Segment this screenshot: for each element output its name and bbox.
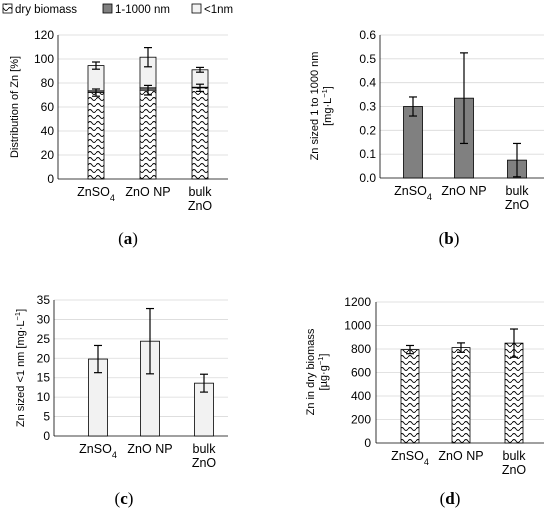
- y-tick-label: 0.2: [359, 123, 376, 137]
- y-tick-label: 0.3: [359, 100, 376, 114]
- bar: [504, 342, 524, 444]
- y-tick-label: 400: [351, 389, 371, 403]
- y-tick-label: 10: [37, 390, 51, 404]
- y-tick-label: 60: [41, 100, 55, 114]
- legend-item-lt1nm: <1nm: [191, 3, 233, 16]
- y-tick-label: 0: [43, 429, 50, 443]
- bar-dry-biomass: [139, 89, 157, 180]
- x-category-label: ZnO NP: [438, 449, 483, 463]
- panel-label: (d): [440, 489, 461, 508]
- y-tick-label: 0: [47, 172, 54, 186]
- x-category-label: ZnSO4: [391, 449, 429, 467]
- legend-label-lt1nm: <1nm: [204, 4, 233, 16]
- y-tick-label: 5: [43, 410, 50, 424]
- y-tick-label: 25: [37, 332, 51, 346]
- bar: [400, 349, 420, 444]
- bar-dry-biomass: [191, 87, 209, 180]
- legend-swatch-1-1000nm: [102, 3, 113, 14]
- legend-swatch-lt1nm: [191, 3, 202, 14]
- y-tick-label: 20: [41, 148, 55, 162]
- y-tick-label: 1200: [344, 295, 371, 309]
- panel-label: (a): [118, 229, 138, 248]
- x-category-label: bulk: [503, 449, 527, 463]
- y-axis-title: Zn in dry biomass: [305, 328, 317, 415]
- legend-label-1-1000nm: 1-1000 nm: [115, 4, 170, 16]
- bar: [451, 347, 471, 444]
- x-category-label: ZnO NP: [441, 184, 486, 198]
- x-category-label: ZnO NP: [125, 185, 170, 199]
- y-tick-label: 600: [351, 366, 371, 380]
- x-category-label-line2: ZnO: [192, 456, 217, 470]
- y-tick-label: 0: [364, 436, 371, 450]
- legend: dry biomass 1-1000 nm <1nm: [2, 3, 233, 16]
- panel-label: (c): [115, 489, 134, 508]
- x-category-label-line2: ZnO: [505, 198, 530, 212]
- legend-item-dry-biomass: dry biomass: [2, 3, 77, 16]
- y-tick-label: 0.6: [359, 28, 376, 42]
- y-tick-label: 20: [37, 351, 51, 365]
- y-tick-label: 80: [41, 76, 55, 90]
- y-tick-label: 0.4: [359, 76, 376, 90]
- x-category-label: bulk: [189, 185, 213, 199]
- bar: [403, 106, 423, 179]
- y-tick-label: 0.0: [359, 171, 376, 185]
- y-axis-title-line2: [mg·L−1]: [320, 86, 335, 126]
- y-tick-label: 35: [37, 293, 51, 307]
- x-category-label: ZnSO4: [394, 184, 432, 202]
- x-category-label: bulk: [506, 184, 530, 198]
- y-axis-title: Zn sized 1 to 1000 nm: [309, 52, 321, 161]
- panel-label: (b): [439, 229, 460, 248]
- y-tick-label: 40: [41, 124, 55, 138]
- y-tick-label: 200: [351, 413, 371, 427]
- x-category-label-line2: ZnO: [188, 199, 213, 213]
- legend-label-dry-biomass: dry biomass: [15, 4, 77, 16]
- y-tick-label: 30: [37, 312, 51, 326]
- legend-item-1-1000nm: 1-1000 nm: [102, 3, 170, 16]
- y-tick-label: 800: [351, 342, 371, 356]
- y-axis-title: Zn sized <1 nm [mg·L−1]: [13, 309, 28, 427]
- y-tick-label: 15: [37, 371, 51, 385]
- y-tick-label: 120: [34, 28, 54, 42]
- y-axis-title: Distribution of Zn [%]: [9, 56, 21, 158]
- y-axis-title-line2: [µg·g−1]: [316, 354, 331, 391]
- y-tick-label: 0.1: [359, 147, 376, 161]
- x-category-label: ZnSO4: [79, 442, 117, 460]
- y-tick-label: 100: [34, 52, 54, 66]
- bar-dry-biomass: [87, 92, 105, 180]
- x-category-label: bulk: [193, 442, 217, 456]
- x-category-label: ZnSO4: [77, 185, 115, 203]
- y-tick-label: 1000: [344, 319, 371, 333]
- x-category-label: ZnO NP: [127, 442, 172, 456]
- legend-swatch-dry-biomass: [2, 3, 13, 14]
- x-category-label-line2: ZnO: [502, 463, 527, 477]
- y-tick-label: 0.5: [359, 52, 376, 66]
